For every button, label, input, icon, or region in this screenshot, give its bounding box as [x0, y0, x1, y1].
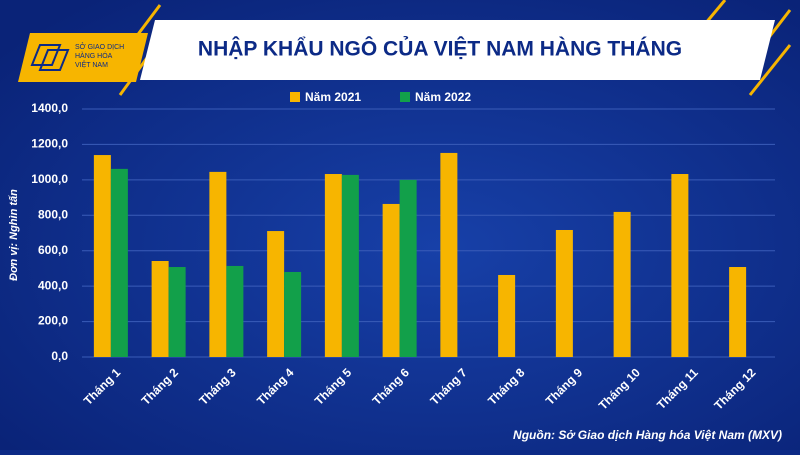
bar [110, 168, 128, 357]
y-axis-label: Đơn vị: Nghìn tấn [8, 189, 20, 281]
bar [168, 267, 186, 357]
bar [226, 265, 244, 357]
y-tick-label: 600,0 [38, 243, 68, 257]
bar [613, 211, 631, 357]
y-tick-label: 200,0 [38, 314, 68, 328]
legend-swatch [290, 92, 300, 102]
bar [267, 231, 285, 357]
legend-swatch [400, 92, 410, 102]
source: Nguồn: Sở Giao dịch Hàng hóa Việt Nam (M… [513, 428, 782, 442]
y-tick-label: 800,0 [38, 207, 68, 221]
y-tick-label: 0,0 [51, 349, 68, 363]
bar [93, 155, 111, 357]
bar [498, 274, 516, 357]
y-tick-label: 1400,0 [31, 101, 68, 115]
y-tick-label: 1200,0 [31, 137, 68, 151]
legend-label: Năm 2022 [415, 90, 471, 104]
chart-title: NHẬP KHẨU NGÔ CỦA VIỆT NAM HÀNG THÁNG [198, 37, 682, 61]
bar [399, 179, 417, 357]
bar [555, 229, 573, 357]
bar [151, 260, 169, 357]
bar [729, 267, 747, 357]
y-tick-label: 400,0 [38, 278, 68, 292]
bar [209, 171, 227, 357]
logo-mark [30, 44, 70, 71]
legend-label: Năm 2021 [305, 90, 361, 104]
logo-text: VIỆT NAM [75, 60, 108, 69]
bar [440, 152, 458, 357]
y-tick-label: 1000,0 [31, 172, 68, 186]
logo-text: HÀNG HÓA [75, 51, 113, 60]
title-banner [140, 20, 775, 80]
logo-text: SỞ GIAO DỊCH [75, 42, 124, 51]
bar [341, 174, 359, 357]
bar [671, 174, 689, 357]
bar [324, 174, 342, 357]
bar [382, 203, 400, 357]
bar [284, 271, 302, 357]
